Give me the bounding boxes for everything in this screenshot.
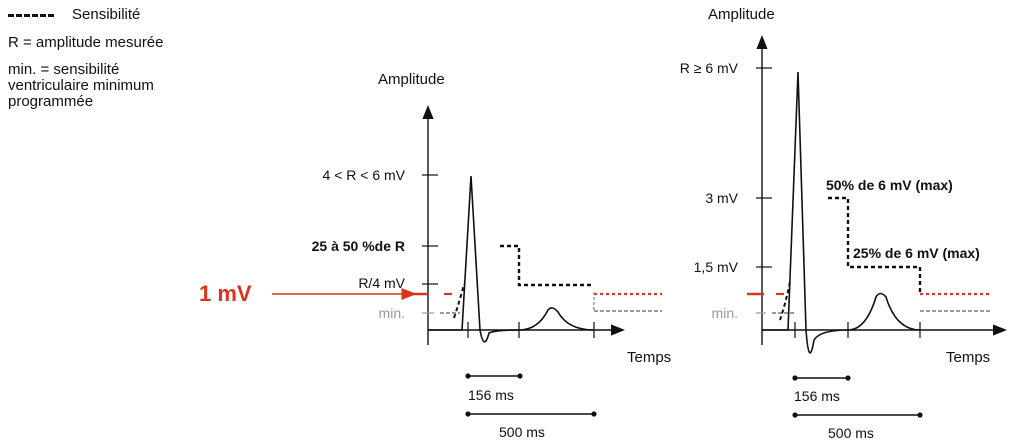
right-interval-500-start	[792, 412, 798, 418]
right-y-axis-title: Amplitude	[708, 6, 775, 23]
right-label-1-5mv: 1,5 mV	[694, 259, 739, 275]
legend-r-definition: R = amplitude mesurée	[8, 34, 164, 51]
right-label-25pct: 25% de 6 mV (max)	[853, 245, 980, 261]
legend-min-line-3: programmée	[8, 93, 94, 110]
right-diagram: Amplitude Temps R ≥ 6 mV 3 mV 1,5 mV min…	[680, 6, 1007, 441]
right-interval-156-label: 156 ms	[794, 388, 840, 404]
right-label-r-ge: R ≥ 6 mV	[680, 60, 739, 76]
left-interval-500-end	[591, 411, 597, 417]
left-interval-156-end	[517, 373, 523, 379]
legend-min-line-1: min. = sensibilité	[8, 61, 120, 78]
dashed-line-swatch	[8, 13, 54, 17]
left-label-25-50: 25 à 50 %de R	[312, 238, 405, 254]
left-label-r-range: 4 < R < 6 mV	[323, 167, 406, 183]
right-interval-500-end	[917, 412, 923, 418]
left-y-axis-title: Amplitude	[378, 71, 445, 88]
right-interval-500-label: 500 ms	[828, 425, 874, 441]
left-interval-156-label: 156 ms	[468, 387, 514, 403]
left-ecg-waveform	[428, 175, 595, 343]
left-label-min: min.	[379, 305, 405, 321]
legend-min-definition: min. = sensibilité ventriculaire minimum…	[8, 62, 268, 110]
left-label-r-quarter: R/4 mV	[358, 275, 405, 291]
left-sensitivity-step	[500, 244, 594, 287]
right-label-min: min.	[712, 305, 738, 321]
right-x-axis-title: Temps	[946, 349, 990, 366]
one-mv-label: 1 mV	[199, 281, 252, 306]
left-interval-500-start	[465, 411, 471, 417]
right-label-3mv: 3 mV	[705, 190, 738, 206]
right-label-50pct: 50% de 6 mV (max)	[826, 177, 953, 193]
legend-min-line-2: ventriculaire minimum	[8, 77, 154, 94]
right-interval-156-start	[792, 375, 798, 381]
legend-sensitivity: Sensibilité	[8, 6, 268, 23]
right-sensitivity-step	[828, 196, 922, 294]
right-interval-156-end	[845, 375, 851, 381]
left-interval-500-label: 500 ms	[499, 424, 545, 440]
right-ecg-waveform	[762, 71, 921, 354]
legend-sensitivity-label: Sensibilité	[72, 6, 141, 23]
left-sensitivity-rise	[453, 283, 465, 319]
left-x-axis-title: Temps	[627, 349, 671, 366]
left-interval-156-start	[465, 373, 471, 379]
legend: Sensibilité R = amplitude mesurée min. =…	[8, 6, 268, 110]
left-diagram: Amplitude Temps 4 < R < 6 mV 25 à 50 %de…	[199, 71, 671, 440]
